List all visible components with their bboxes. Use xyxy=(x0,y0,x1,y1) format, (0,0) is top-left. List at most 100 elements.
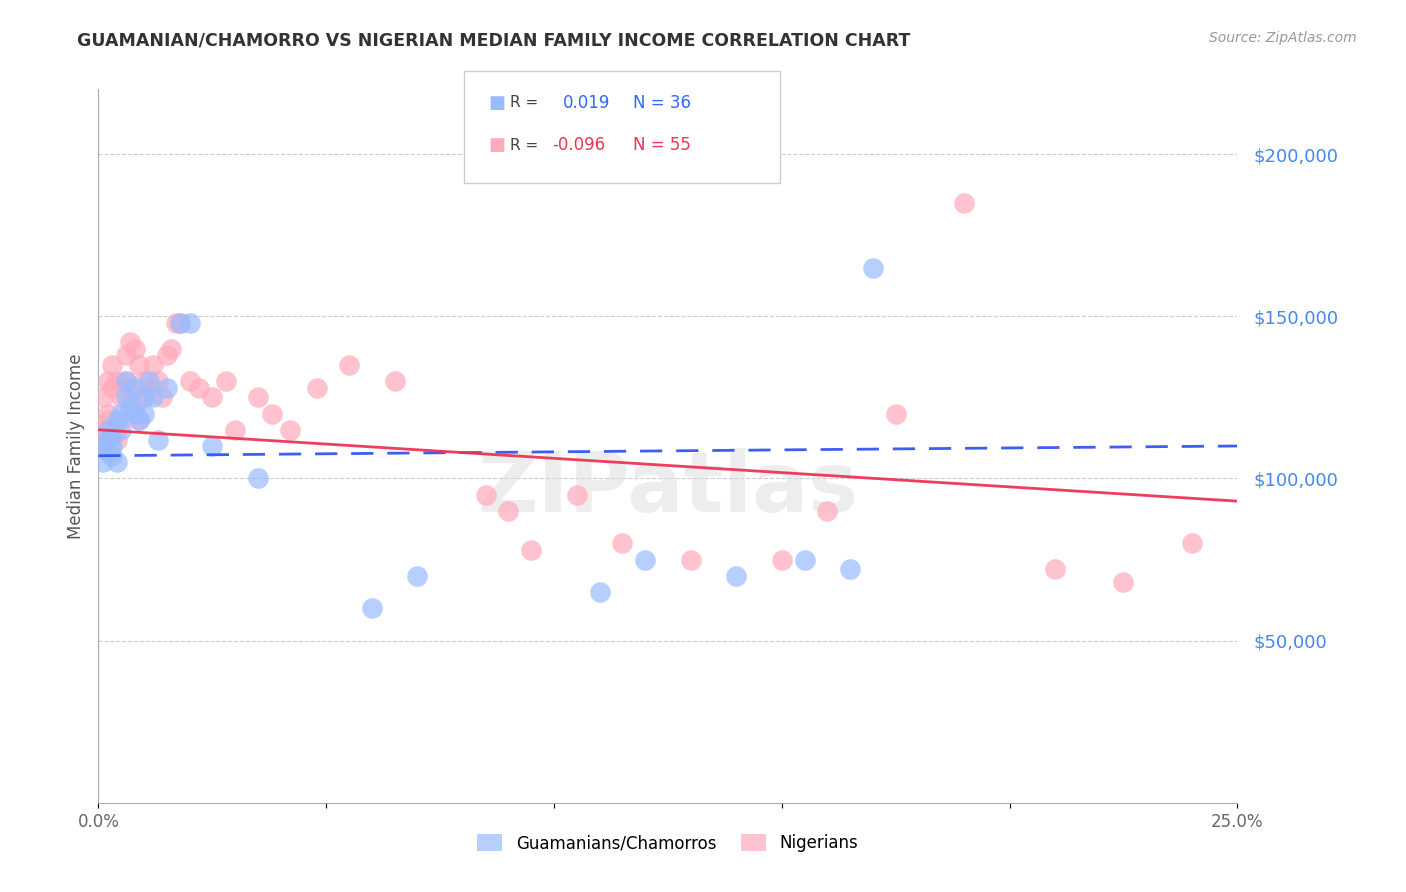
Point xyxy=(110,390,132,404)
Point xyxy=(96,407,118,421)
Point xyxy=(120,335,142,350)
Point xyxy=(474,488,496,502)
Point xyxy=(101,358,124,372)
Point xyxy=(498,504,520,518)
Point xyxy=(337,358,360,372)
Point xyxy=(406,568,429,582)
Point xyxy=(201,390,224,404)
Point xyxy=(91,439,114,453)
Point xyxy=(770,552,793,566)
Point xyxy=(260,407,283,421)
Point xyxy=(124,400,146,414)
Point xyxy=(110,423,132,437)
Point xyxy=(179,374,201,388)
Point xyxy=(101,439,124,453)
Point xyxy=(793,552,815,566)
Point xyxy=(128,413,150,427)
Point xyxy=(114,390,136,404)
Point xyxy=(96,433,118,447)
Point xyxy=(201,439,224,453)
Point xyxy=(565,488,588,502)
Point xyxy=(815,504,838,518)
Legend: Guamanians/Chamorros, Nigerians: Guamanians/Chamorros, Nigerians xyxy=(471,827,865,859)
Point xyxy=(91,390,114,404)
Point xyxy=(91,439,114,453)
Text: N = 36: N = 36 xyxy=(633,94,690,112)
Point xyxy=(96,413,118,427)
Text: 0.019: 0.019 xyxy=(562,94,610,112)
Text: GUAMANIAN/CHAMORRO VS NIGERIAN MEDIAN FAMILY INCOME CORRELATION CHART: GUAMANIAN/CHAMORRO VS NIGERIAN MEDIAN FA… xyxy=(77,31,911,49)
Point xyxy=(360,601,382,615)
Point xyxy=(246,471,269,485)
Point xyxy=(150,390,173,404)
Point xyxy=(146,433,169,447)
Text: Source: ZipAtlas.com: Source: ZipAtlas.com xyxy=(1209,31,1357,45)
Point xyxy=(101,423,124,437)
Point xyxy=(128,413,150,427)
Point xyxy=(142,358,165,372)
Point xyxy=(953,195,976,210)
Text: ZIPatlas: ZIPatlas xyxy=(478,449,858,529)
Point xyxy=(132,390,155,404)
Text: -0.096: -0.096 xyxy=(553,136,606,154)
Point xyxy=(165,316,187,330)
Point xyxy=(839,562,862,576)
Point xyxy=(120,400,142,414)
Point xyxy=(105,413,128,427)
Point xyxy=(156,348,179,362)
Text: N = 55: N = 55 xyxy=(633,136,690,154)
Point xyxy=(384,374,406,388)
Point xyxy=(634,552,657,566)
Point xyxy=(114,348,136,362)
Point xyxy=(138,381,160,395)
Point xyxy=(1043,562,1066,576)
Point xyxy=(725,568,748,582)
Point xyxy=(146,374,169,388)
Point xyxy=(138,374,160,388)
Point xyxy=(132,407,155,421)
Point xyxy=(679,552,702,566)
Point xyxy=(132,390,155,404)
Point xyxy=(101,429,124,443)
Point xyxy=(124,407,146,421)
Text: ■: ■ xyxy=(488,94,505,112)
Point xyxy=(224,423,246,437)
Point xyxy=(169,316,191,330)
Point xyxy=(215,374,238,388)
Text: ■: ■ xyxy=(488,136,505,154)
Point xyxy=(105,455,128,469)
Point xyxy=(110,413,132,427)
Point xyxy=(187,381,209,395)
Point xyxy=(128,358,150,372)
Point xyxy=(101,449,124,463)
Point xyxy=(156,381,179,395)
Point xyxy=(307,381,329,395)
Point xyxy=(142,390,165,404)
Point xyxy=(132,374,155,388)
Point xyxy=(862,260,884,275)
Point xyxy=(520,542,543,557)
Point xyxy=(588,585,610,599)
Point xyxy=(1181,536,1204,550)
Text: R =: R = xyxy=(510,138,544,153)
Point xyxy=(246,390,269,404)
Point xyxy=(1112,575,1135,590)
Point xyxy=(96,374,118,388)
Point xyxy=(884,407,907,421)
Point xyxy=(160,342,183,356)
Point xyxy=(120,381,142,395)
Point xyxy=(96,445,118,459)
Point xyxy=(91,423,114,437)
Point xyxy=(114,374,136,388)
Point xyxy=(612,536,634,550)
Point xyxy=(169,316,191,330)
Point xyxy=(105,374,128,388)
Point xyxy=(124,342,146,356)
Point xyxy=(96,423,118,437)
Point xyxy=(124,381,146,395)
Point xyxy=(114,374,136,388)
Point xyxy=(91,455,114,469)
Point xyxy=(179,316,201,330)
Point xyxy=(110,407,132,421)
Point xyxy=(105,433,128,447)
